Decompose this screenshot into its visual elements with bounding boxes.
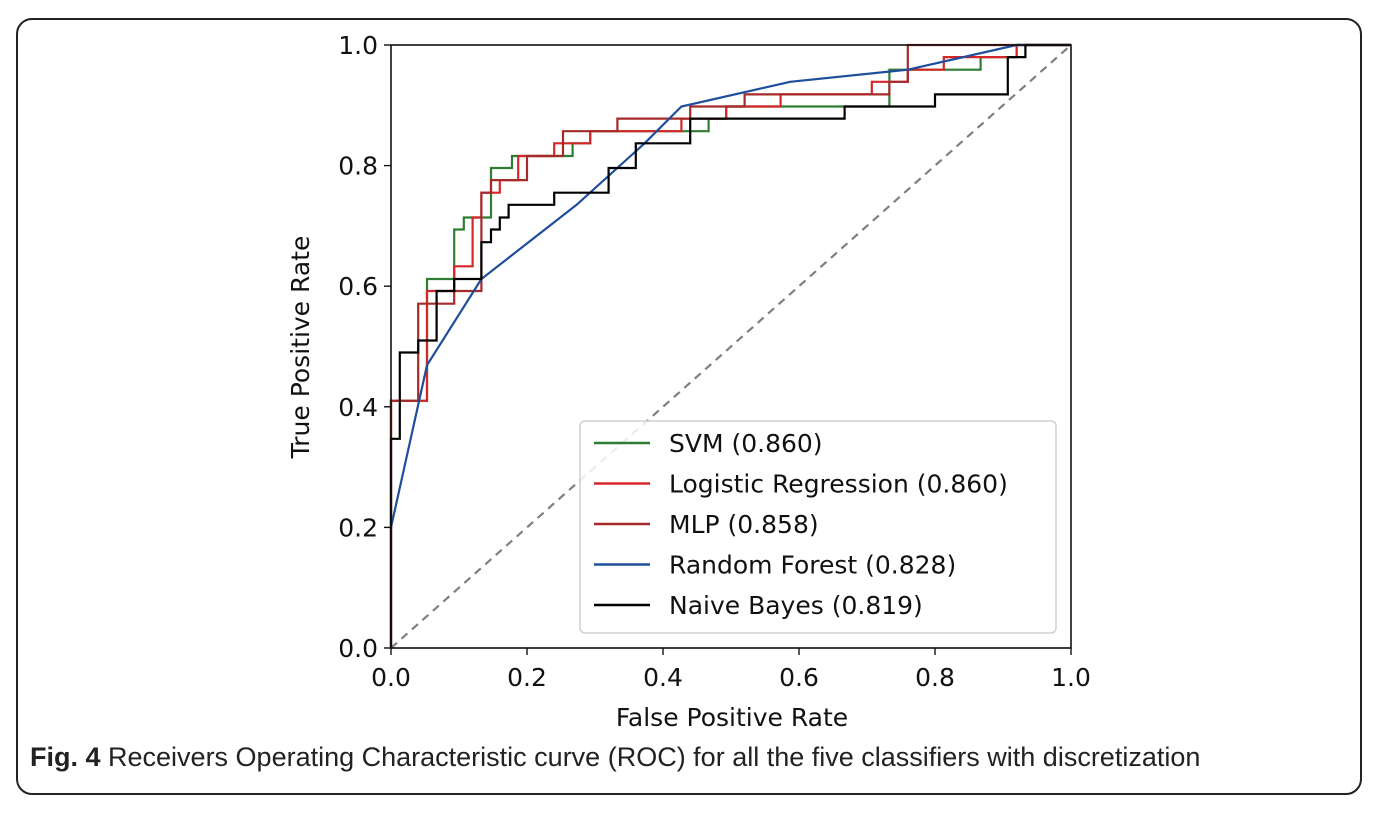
- legend-box: [579, 420, 1057, 634]
- y-tick-label: 0.8: [338, 152, 378, 181]
- x-tick-label: 1.0: [1051, 663, 1091, 692]
- x-axis-label: False Positive Rate: [616, 703, 848, 732]
- legend-label: Random Forest (0.828): [669, 551, 956, 580]
- y-tick-label: 0.4: [338, 393, 378, 422]
- legend-label: Naive Bayes (0.819): [669, 591, 923, 620]
- axes-frame: [390, 44, 1072, 649]
- legend-label: SVM (0.860): [669, 429, 823, 458]
- legend: SVM (0.860) Logistic Regression (0.860) ML…: [579, 420, 1057, 634]
- caption-label: Fig. 4: [30, 742, 101, 772]
- y-tick-label: 0.2: [338, 513, 378, 542]
- axes: 0.0 0.2 0.4 0.6 0.8 1.0 0.0 0.2 0.4 0.6 0.8 1.0: [338, 31, 1091, 692]
- x-tick-label: 0.0: [371, 663, 411, 692]
- y-axis-label: True Positive Rate: [286, 236, 315, 460]
- x-tick-label: 0.6: [779, 663, 819, 692]
- series-line-2: [389, 43, 1071, 648]
- caption-text: Receivers Operating Characteristic curve…: [100, 742, 1201, 772]
- x-tick-label: 0.4: [643, 663, 683, 692]
- figure-caption: Fig. 4 Receivers Operating Characteristi…: [30, 742, 1350, 773]
- legend-label: MLP (0.858): [669, 510, 819, 539]
- y-tick-label: 1.0: [338, 31, 378, 60]
- x-tick-label: 0.2: [507, 663, 547, 692]
- x-tick-label: 0.8: [915, 663, 955, 692]
- y-tick-label: 0.6: [338, 272, 378, 301]
- plot-area: [389, 43, 1072, 649]
- series-line-3: [389, 43, 1071, 528]
- y-tick-label: 0.0: [338, 634, 378, 663]
- series-line-4: [389, 43, 1071, 648]
- chance-diagonal-line: [390, 44, 1072, 649]
- legend-label: Logistic Regression (0.860): [669, 470, 1008, 499]
- figure-frame: [16, 18, 1362, 795]
